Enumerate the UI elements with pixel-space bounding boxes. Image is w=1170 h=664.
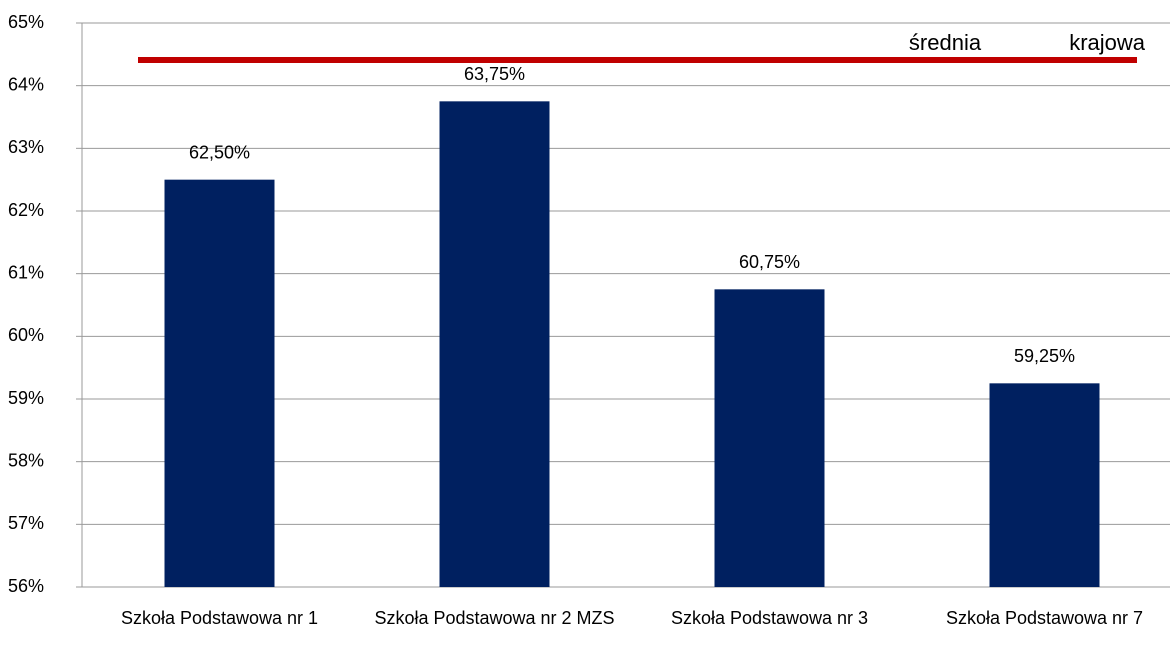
x-tick-label: Szkoła Podstawowa nr 1	[120, 608, 319, 628]
data-label: 59,25%	[1014, 346, 1075, 366]
x-tick-label: Szkoła Podstawowa nr 2 MZS	[374, 608, 615, 628]
y-tick-label: 64%	[8, 74, 44, 94]
bar	[989, 383, 1100, 587]
bar	[439, 101, 550, 587]
y-tick-label: 63%	[8, 137, 44, 157]
data-label: 63,75%	[464, 64, 525, 84]
reference-label: średnia krajowa	[909, 30, 1146, 55]
y-tick-label: 57%	[8, 513, 44, 533]
x-tick-label: Szkoła Podstawowa nr 3	[670, 608, 869, 628]
data-label: 62,50%	[189, 142, 250, 162]
y-tick-label: 56%	[8, 576, 44, 596]
data-label: 60,75%	[739, 252, 800, 272]
y-tick-label: 60%	[8, 325, 44, 345]
y-tick-label: 61%	[8, 262, 44, 282]
x-tick-label: Szkoła Podstawowa nr 7	[945, 608, 1144, 628]
bar	[714, 289, 825, 587]
y-tick-label: 59%	[8, 388, 44, 408]
y-tick-label: 62%	[8, 200, 44, 220]
y-tick-label: 58%	[8, 450, 44, 470]
y-tick-label: 65%	[8, 12, 44, 32]
bar	[164, 179, 275, 587]
